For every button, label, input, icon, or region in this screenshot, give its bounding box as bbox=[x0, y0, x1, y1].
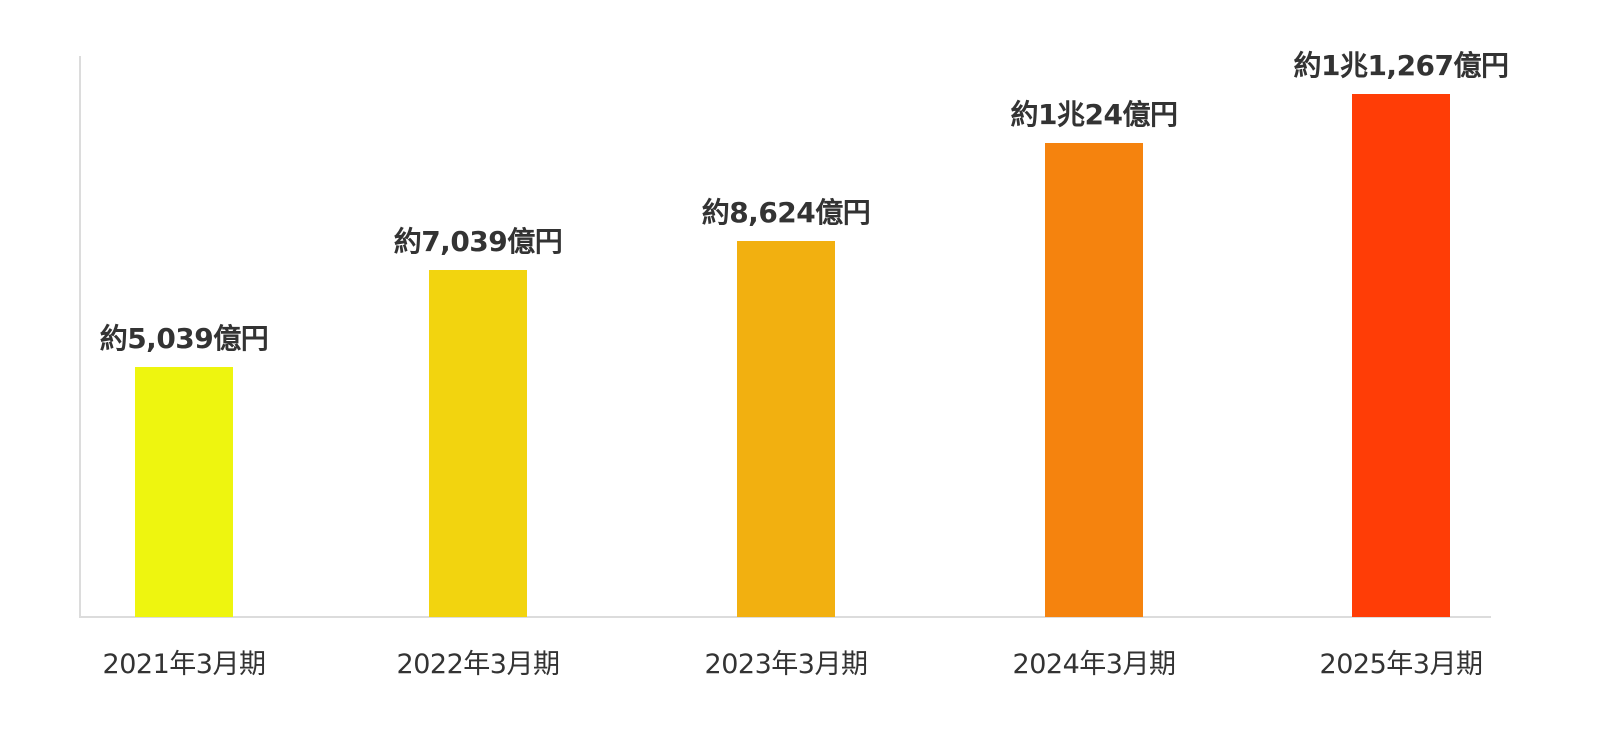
bar-value-label: 約1兆24億円 bbox=[1010, 98, 1178, 131]
bar-value-label: 約7,039億円 bbox=[393, 225, 563, 258]
bar-value-label: 約8,624億円 bbox=[701, 196, 871, 229]
bar-3 bbox=[737, 241, 835, 617]
x-axis-category-label: 2023年3月期 bbox=[704, 649, 868, 680]
y-axis-line bbox=[79, 56, 81, 618]
x-axis-category-label: 2021年3月期 bbox=[102, 649, 266, 680]
x-axis-category-label: 2024年3月期 bbox=[1012, 649, 1176, 680]
x-axis-category-label: 2022年3月期 bbox=[396, 649, 560, 680]
bar-1 bbox=[135, 367, 233, 617]
bar-5 bbox=[1352, 94, 1450, 617]
bar-value-label: 約1兆1,267億円 bbox=[1293, 49, 1509, 82]
x-axis-category-label: 2025年3月期 bbox=[1319, 649, 1483, 680]
x-axis-line bbox=[79, 616, 1491, 618]
bar-value-label: 約5,039億円 bbox=[99, 322, 269, 355]
bar-2 bbox=[429, 270, 527, 617]
bar-4 bbox=[1045, 143, 1143, 617]
